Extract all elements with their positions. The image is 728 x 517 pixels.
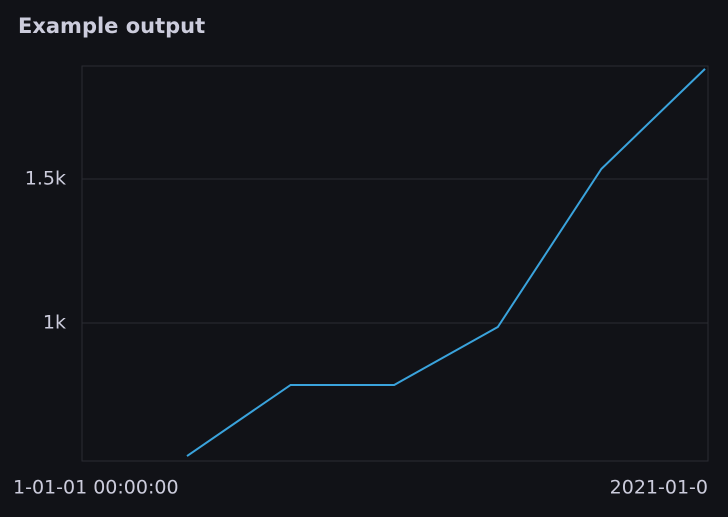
y-tick-label: 1k — [43, 311, 66, 333]
x-tick-label: 1-01-01 00:00:00 — [13, 477, 179, 499]
y-tick-label: 1.5k — [25, 167, 66, 189]
data-line — [186, 68, 706, 457]
x-tick-label: 2021-01-0 — [610, 477, 708, 499]
chart-title: Example output — [18, 14, 205, 38]
plot-frame — [81, 65, 709, 462]
